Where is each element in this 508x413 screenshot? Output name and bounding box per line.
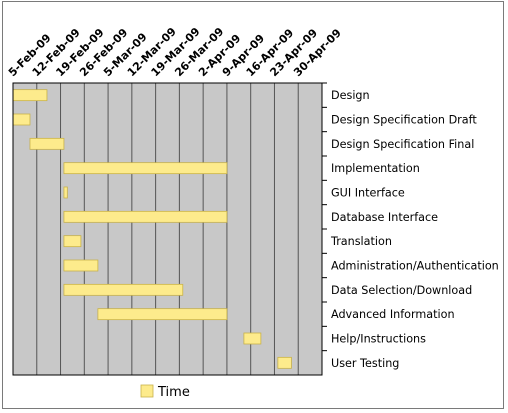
task-label: GUI Interface xyxy=(331,187,405,200)
legend-label-time: Time xyxy=(157,385,190,400)
task-bar xyxy=(63,186,68,199)
task-label: Translation xyxy=(330,235,392,248)
task-bar xyxy=(277,356,292,369)
plot-border xyxy=(12,82,323,376)
task-bar xyxy=(97,308,228,321)
task-bar xyxy=(12,113,31,126)
x-tick-labels: 5-Feb-0912-Feb-0919-Feb-0926-Feb-095-Mar… xyxy=(6,25,344,79)
task-bar xyxy=(63,162,228,175)
task-bar xyxy=(63,210,228,223)
plot-background xyxy=(13,83,322,375)
task-label: Data Selection/Download xyxy=(331,284,472,297)
task-labels: Design Design Specification Draft Design S… xyxy=(322,82,499,370)
legend: Time xyxy=(140,384,190,400)
task-label: Database Interface xyxy=(331,211,438,224)
task-label: Help/Instructions xyxy=(331,333,426,346)
legend-swatch-time xyxy=(140,384,154,398)
task-label: User Testing xyxy=(331,357,399,370)
task-label: Design xyxy=(331,89,370,102)
grid-lines xyxy=(36,83,299,375)
task-label: Design Specification Draft xyxy=(331,114,477,127)
chart-frame: 5-Feb-09 12-Feb-09 19-Feb-09 26-Feb-09 5-Mar… xyxy=(2,1,504,409)
task-bar xyxy=(243,332,262,345)
task-label: Implementation xyxy=(331,162,420,175)
task-bar xyxy=(63,235,82,248)
task-bar xyxy=(63,283,184,296)
task-label: Advanced Information xyxy=(331,308,455,321)
task-label: Administration/Authentication xyxy=(331,260,499,273)
task-bar xyxy=(63,259,99,272)
task-bar xyxy=(12,89,48,102)
gantt-chart: 5-Feb-0912-Feb-0919-Feb-0926-Feb-095-Mar… xyxy=(6,25,499,400)
task-bar xyxy=(29,137,65,150)
task-label: Design Specification Final xyxy=(331,138,474,151)
